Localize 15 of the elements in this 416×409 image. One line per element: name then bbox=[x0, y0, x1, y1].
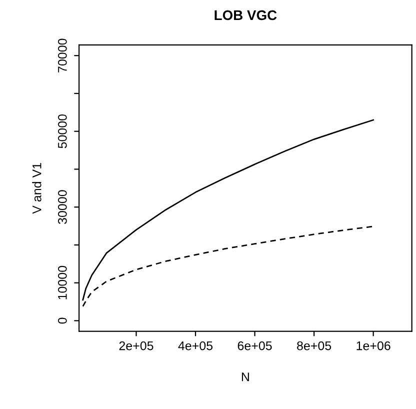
line-series bbox=[82, 226, 374, 307]
x-axis-title: N bbox=[242, 372, 249, 382]
line-series bbox=[82, 119, 374, 301]
y-tick-label: 70000 bbox=[58, 38, 67, 72]
chart-title: LOB VGC bbox=[214, 10, 277, 20]
y-tick-label: 50000 bbox=[58, 114, 67, 148]
x-tick-label: 4e+05 bbox=[178, 341, 213, 350]
x-tick-label: 1e+06 bbox=[356, 341, 390, 350]
y-tick-label: 30000 bbox=[58, 190, 67, 224]
y-tick-label: 0 bbox=[58, 318, 67, 324]
x-tick-label: 6e+05 bbox=[238, 341, 272, 350]
x-tick-label: 2e+05 bbox=[119, 341, 154, 350]
y-tick-label: 10000 bbox=[58, 266, 67, 300]
y-axis-title: V and V1 bbox=[32, 163, 42, 214]
x-tick-label: 8e+05 bbox=[297, 341, 332, 350]
